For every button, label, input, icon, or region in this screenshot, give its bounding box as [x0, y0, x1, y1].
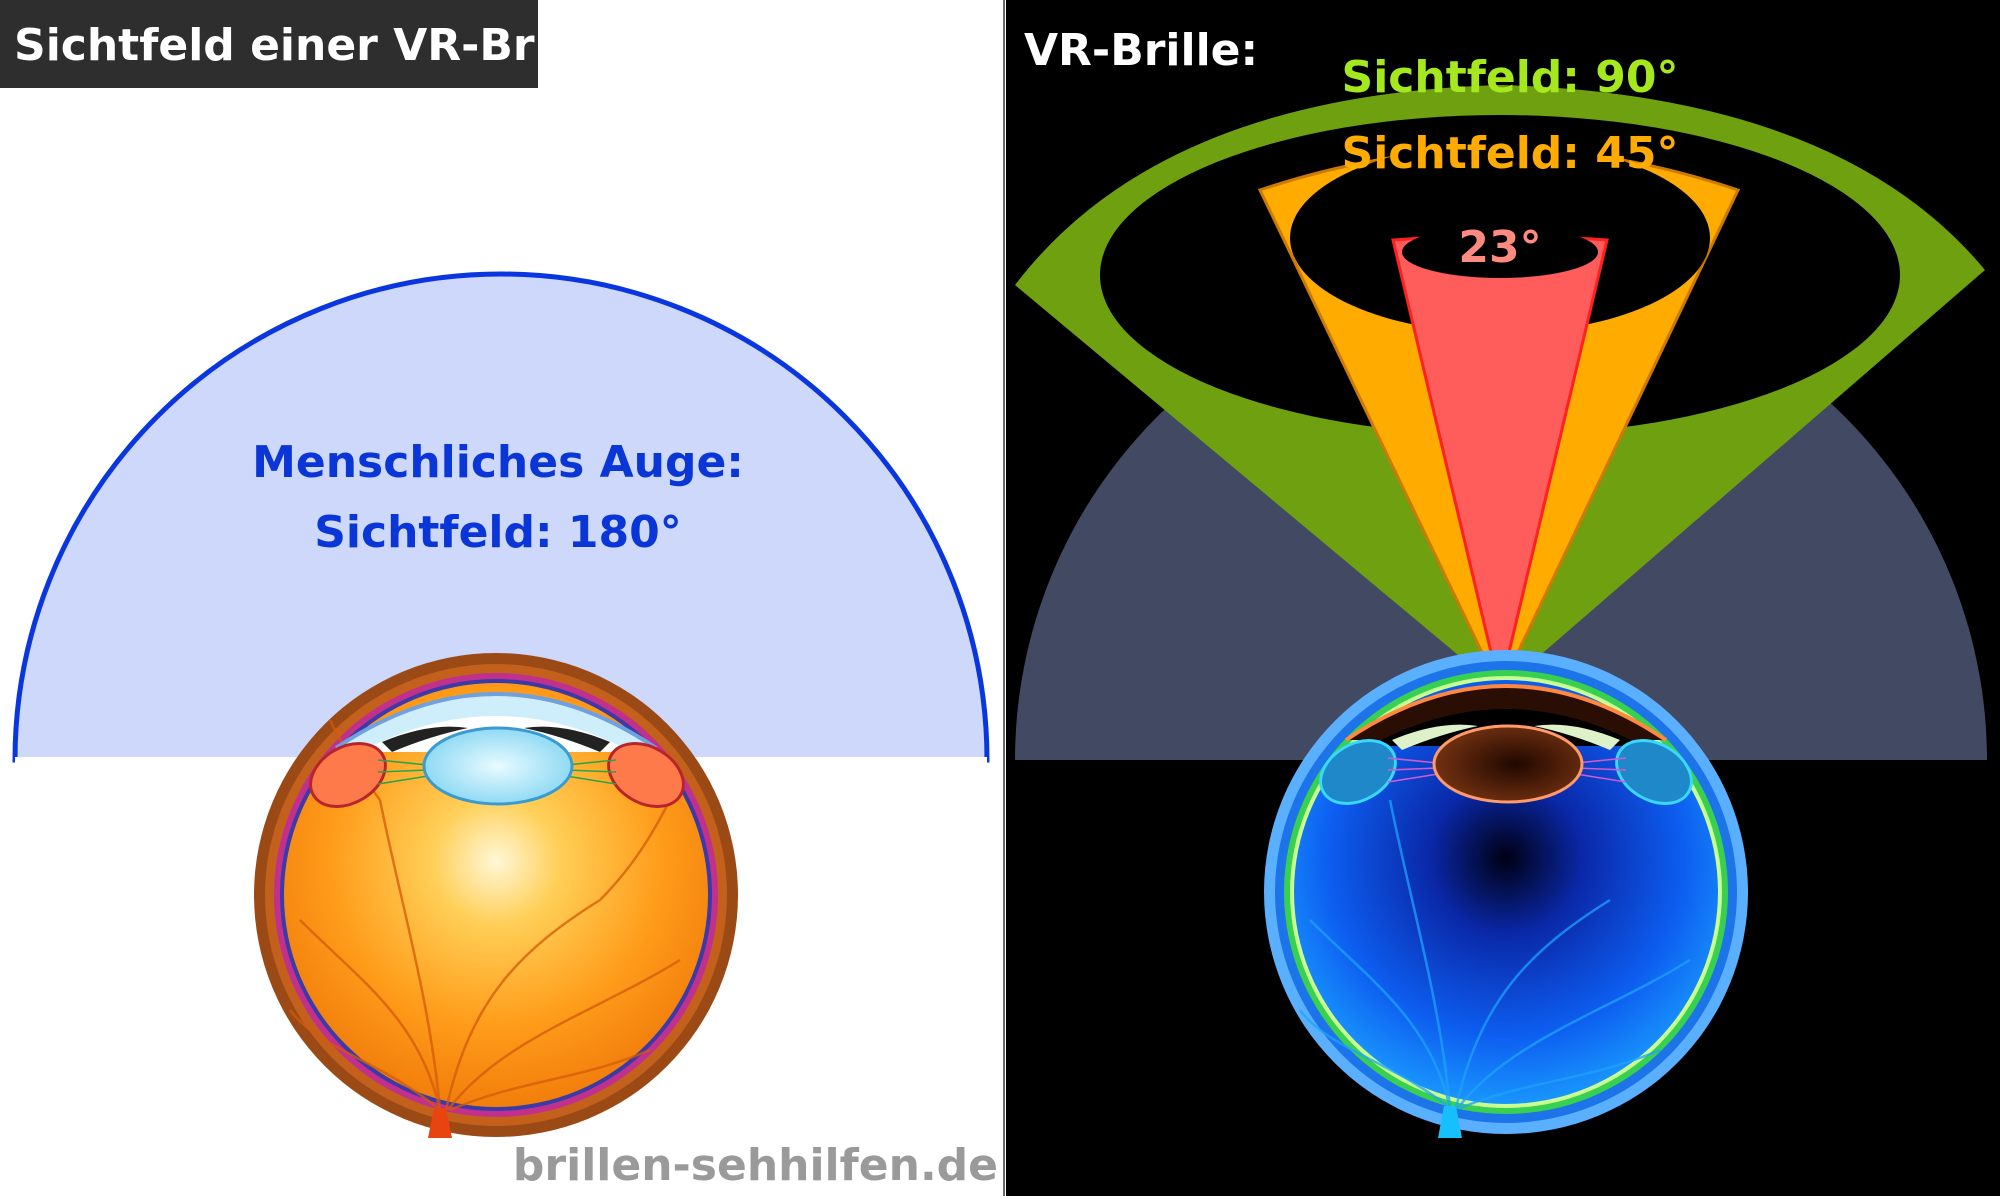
fov-23-label: 23° — [1458, 222, 1541, 273]
vr-lens — [1432, 724, 1584, 804]
vr-optic-nerve — [1438, 1106, 1462, 1138]
left-panel: Menschliches Auge: Sichtfeld: 180° brill… — [12, 271, 998, 1191]
ciliary-body-left — [309, 742, 387, 808]
retina — [284, 683, 708, 1107]
fov-23-inner-gap — [1402, 226, 1598, 278]
vr-ciliary-body-left — [1319, 739, 1397, 805]
iris-left — [382, 726, 468, 752]
iris-right — [524, 726, 610, 752]
vr-heading: VR-Brille: — [1024, 25, 1258, 76]
ciliary-body-right — [607, 742, 685, 808]
title-badge-background — [0, 0, 538, 88]
human-fov-label-line1: Menschliches Auge: — [252, 437, 744, 488]
optic-nerve — [428, 1108, 452, 1138]
right-panel: VR-Brille: Sichtfeld: 90° Sichtfeld: 45°… — [1006, 0, 2000, 1196]
vr-iris-left — [1392, 724, 1478, 750]
human-eye-illustration — [254, 653, 738, 1138]
lens — [422, 726, 574, 806]
vr-blood-vessels — [1299, 799, 1691, 1110]
title-text: Sichtfeld einer VR-Brille — [14, 20, 610, 71]
zonule-fibers — [377, 759, 617, 785]
fov-90-label: Sichtfeld: 90° — [1342, 52, 1679, 103]
title-badge: Sichtfeld einer VR-Brille — [0, 0, 610, 88]
human-fov-label-line2: Sichtfeld: 180° — [314, 507, 682, 558]
watermark: brillen-sehhilfen.de — [513, 1140, 998, 1191]
fov-45-label: Sichtfeld: 45° — [1342, 128, 1679, 179]
vr-iris-right — [1534, 724, 1620, 750]
vr-eye-illustration — [1264, 650, 1748, 1138]
vr-zonule-fibers — [1387, 757, 1627, 783]
vr-ciliary-body-right — [1615, 739, 1693, 805]
vr-retina — [1294, 680, 1718, 1104]
human-fov-180-area — [12, 271, 990, 763]
